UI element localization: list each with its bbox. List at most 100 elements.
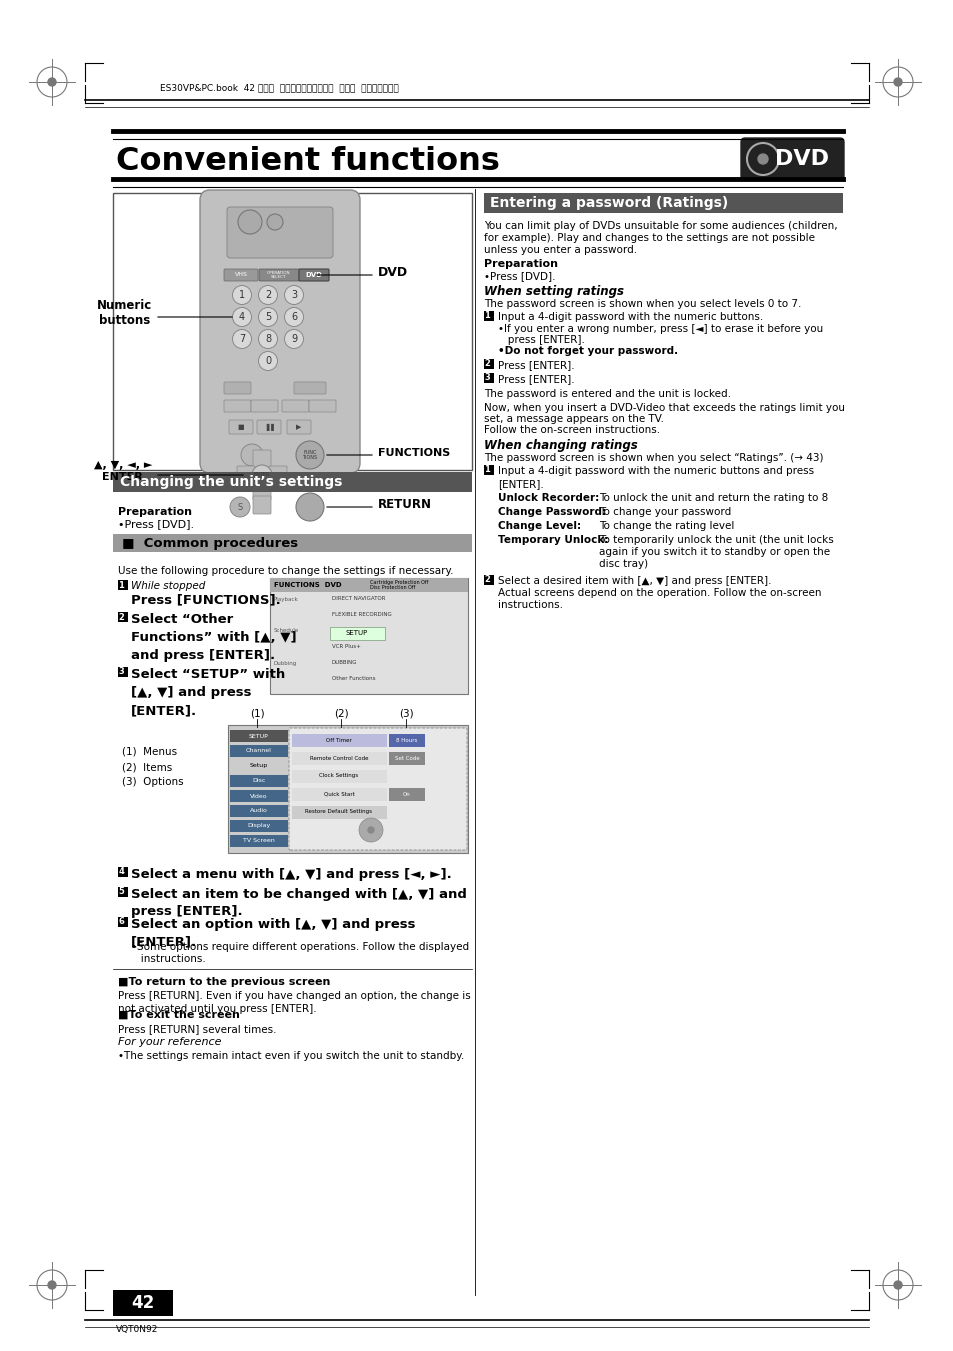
Text: Numeric
buttons: Numeric buttons: [96, 299, 152, 327]
Text: Playback: Playback: [274, 597, 298, 601]
Text: (1): (1): [250, 708, 264, 717]
Bar: [483, 373, 494, 382]
Text: Select an item to be changed with [▲, ▼] and
press [ENTER].: Select an item to be changed with [▲, ▼]…: [131, 888, 466, 917]
FancyBboxPatch shape: [224, 382, 251, 394]
FancyBboxPatch shape: [251, 400, 277, 412]
Text: 4: 4: [118, 867, 124, 877]
Text: Input a 4-digit password with the numeric buttons.: Input a 4-digit password with the numeri…: [497, 312, 762, 322]
FancyBboxPatch shape: [269, 466, 287, 484]
Text: Video: Video: [250, 793, 268, 798]
FancyBboxPatch shape: [740, 138, 843, 180]
Circle shape: [746, 143, 779, 176]
Text: DVD: DVD: [774, 149, 828, 169]
Text: You can limit play of DVDs unsuitable for some audiences (children,: You can limit play of DVDs unsuitable fo…: [483, 222, 837, 231]
Circle shape: [267, 213, 283, 230]
Text: ■To exit the screen: ■To exit the screen: [118, 1011, 239, 1020]
Text: Follow the on-screen instructions.: Follow the on-screen instructions.: [483, 426, 659, 435]
Bar: [230, 775, 288, 788]
Bar: [118, 917, 128, 927]
Text: •If you enter a wrong number, press [◄] to erase it before you: •If you enter a wrong number, press [◄] …: [497, 324, 822, 334]
Bar: [292, 770, 387, 784]
Bar: [112, 534, 472, 553]
Text: When setting ratings: When setting ratings: [483, 285, 623, 299]
Bar: [230, 730, 288, 742]
Text: Now, when you insert a DVD-Video that exceeds the ratings limit you: Now, when you insert a DVD-Video that ex…: [483, 403, 844, 413]
FancyBboxPatch shape: [227, 207, 333, 258]
Bar: [118, 888, 128, 897]
Bar: [483, 576, 494, 585]
FancyBboxPatch shape: [253, 496, 271, 513]
Circle shape: [368, 827, 374, 834]
Text: Disc: Disc: [252, 778, 265, 784]
Text: 2: 2: [265, 290, 271, 300]
Text: (3)  Options: (3) Options: [122, 777, 183, 788]
Text: Off Timer: Off Timer: [326, 738, 352, 743]
Text: RETURN: RETURN: [377, 499, 432, 512]
Text: To unlock the unit and return the rating to 8: To unlock the unit and return the rating…: [598, 493, 827, 503]
Bar: [483, 359, 494, 369]
Text: Audio: Audio: [250, 808, 268, 813]
Text: again if you switch it to standby or open the: again if you switch it to standby or ope…: [598, 547, 829, 557]
Text: Change Level:: Change Level:: [497, 521, 580, 531]
Text: On: On: [403, 792, 411, 797]
Text: Select “Other
Functions” with [▲, ▼]
and press [ENTER].: Select “Other Functions” with [▲, ▼] and…: [131, 613, 296, 662]
Text: Select an option with [▲, ▼] and press
[ENTER].: Select an option with [▲, ▼] and press […: [131, 917, 416, 948]
Text: ▐▐: ▐▐: [263, 423, 274, 431]
Bar: [112, 193, 472, 470]
Text: For your reference: For your reference: [118, 1038, 221, 1047]
Text: 6: 6: [291, 312, 296, 322]
Text: Select a desired item with [▲, ▼] and press [ENTER].: Select a desired item with [▲, ▼] and pr…: [497, 576, 771, 586]
Circle shape: [758, 154, 767, 163]
Bar: [230, 805, 288, 817]
Text: SETUP: SETUP: [249, 734, 269, 739]
Bar: [118, 612, 128, 621]
Text: Use the following procedure to change the settings if necessary.: Use the following procedure to change th…: [118, 566, 453, 576]
Text: Actual screens depend on the operation. Follow the on-screen: Actual screens depend on the operation. …: [497, 588, 821, 598]
Bar: [483, 193, 842, 213]
Text: 3: 3: [118, 667, 124, 677]
Bar: [292, 734, 387, 747]
Text: FUNCTIONS: FUNCTIONS: [377, 449, 450, 458]
Bar: [270, 578, 468, 592]
Text: •Some options require different operations. Follow the displayed
   instructions: •Some options require different operatio…: [131, 942, 469, 965]
Text: press [ENTER].: press [ENTER].: [497, 335, 584, 345]
Circle shape: [295, 440, 324, 469]
Text: Preparation: Preparation: [483, 259, 558, 269]
Text: 1: 1: [238, 290, 245, 300]
Text: 5: 5: [118, 888, 124, 897]
Circle shape: [893, 1281, 901, 1289]
Circle shape: [48, 1281, 56, 1289]
Text: ENTER: ENTER: [253, 473, 270, 477]
Text: 8: 8: [265, 334, 271, 345]
Text: Preparation: Preparation: [118, 507, 192, 517]
Bar: [270, 578, 468, 694]
Text: While stopped: While stopped: [131, 581, 205, 590]
Text: Select “SETUP” with
[▲, ▼] and press
[ENTER].: Select “SETUP” with [▲, ▼] and press [EN…: [131, 667, 285, 717]
Text: ■To return to the previous screen: ■To return to the previous screen: [118, 977, 330, 988]
Text: 1: 1: [484, 466, 490, 474]
Text: OPERATION
SELECT: OPERATION SELECT: [267, 270, 291, 280]
Text: Select a menu with [▲, ▼] and press [◄, ►].: Select a menu with [▲, ▼] and press [◄, …: [131, 867, 452, 881]
Text: Clock Settings: Clock Settings: [319, 774, 358, 778]
Text: 0: 0: [265, 357, 271, 366]
Text: 9: 9: [291, 334, 296, 345]
Text: VHS: VHS: [234, 273, 247, 277]
Text: 3: 3: [484, 373, 490, 382]
FancyBboxPatch shape: [256, 420, 281, 434]
Text: To change the rating level: To change the rating level: [598, 521, 734, 531]
Text: 1: 1: [118, 581, 124, 589]
FancyBboxPatch shape: [229, 420, 253, 434]
Circle shape: [893, 78, 901, 86]
Text: VQT0N92: VQT0N92: [116, 1325, 158, 1333]
FancyBboxPatch shape: [287, 420, 311, 434]
FancyBboxPatch shape: [258, 269, 298, 281]
Circle shape: [48, 78, 56, 86]
FancyBboxPatch shape: [282, 400, 309, 412]
Text: SETUP: SETUP: [346, 630, 368, 636]
Text: ▶: ▶: [296, 424, 301, 430]
Circle shape: [233, 285, 252, 304]
Text: Remote Control Code: Remote Control Code: [310, 755, 368, 761]
Text: Unlock Recorder:: Unlock Recorder:: [497, 493, 598, 503]
Text: (2): (2): [334, 708, 348, 717]
Bar: [292, 788, 387, 801]
